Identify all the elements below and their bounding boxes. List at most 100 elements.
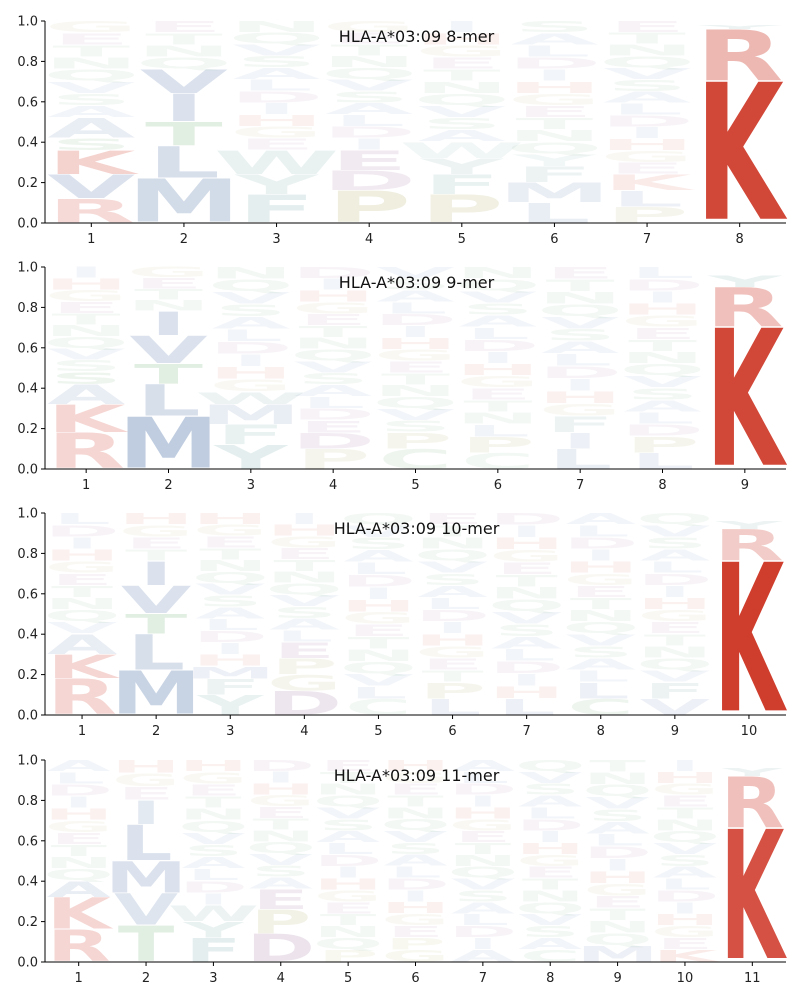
logo-filler-letter: N	[314, 781, 383, 798]
logo-letter-a: A	[47, 113, 135, 144]
logo-filler-letter: G	[600, 148, 693, 165]
logo-filler-letter: D	[209, 339, 293, 357]
logo-filler-letter: H	[246, 781, 315, 798]
logo-letter-r: R	[706, 277, 784, 339]
logo-filler-letter: H	[650, 769, 719, 786]
logo-filler-letter: S	[642, 534, 708, 552]
logo-filler-letter: Q	[537, 302, 623, 320]
logo-letter-l: L	[572, 679, 630, 704]
logo-letter-t: T	[125, 609, 187, 640]
logo-filler-letter: E	[496, 560, 558, 578]
logo-filler-letter: V	[316, 805, 380, 822]
logo-filler-letter: L	[383, 300, 447, 317]
logo-filler-letter: H	[44, 546, 120, 564]
logo-letter-w: W	[399, 138, 525, 163]
logo-filler-letter: A	[316, 829, 380, 846]
logo-filler-letter: L	[456, 769, 509, 786]
logo-filler-letter: D	[507, 55, 601, 73]
logo-filler-letter: S	[420, 571, 486, 589]
logo-filler-letter: A	[47, 103, 135, 121]
logo-filler-letter: A	[566, 510, 637, 528]
logo-filler-letter: L	[591, 832, 644, 850]
logo-filler-letter: G	[127, 264, 210, 280]
logo-filler-letter: E	[657, 793, 714, 810]
logo-filler-letter: V	[417, 559, 488, 577]
logo-filler-letter: N	[246, 828, 315, 845]
logo-filler-letter: T	[463, 398, 532, 416]
x-tick-label: 8	[658, 478, 666, 493]
logo-letter-p: P	[318, 947, 379, 966]
logo-filler-letter: H	[192, 652, 268, 669]
logo-filler-letter: E	[118, 784, 175, 804]
logo-filler-letter: I	[535, 829, 566, 846]
logo-filler-letter: T	[387, 793, 444, 810]
logo-filler-letter: G	[45, 18, 138, 36]
x-tick-label: 9	[613, 971, 621, 986]
logo-filler-letter: G	[209, 377, 292, 395]
x-tick-label: 9	[741, 478, 749, 493]
logo-filler-letter: T	[134, 287, 203, 303]
y-tick-label: 0.4	[17, 382, 38, 397]
logo-filler-letter: D	[583, 844, 652, 862]
logo-letter-p: P	[419, 679, 486, 704]
logo-filler-letter: A	[541, 339, 619, 357]
logo-filler-letter: A	[249, 875, 313, 892]
logo-panel-4: RKAQNTEGHIDLATVMLIEGHFYWIDLASVQNTEGHDPEA…	[17, 754, 787, 1000]
logo-filler-letter: Q	[620, 361, 706, 379]
logo-filler-letter: A	[294, 382, 372, 399]
logo-filler-letter: I	[670, 757, 701, 774]
logo-filler-letter: N	[381, 805, 450, 822]
logo-filler-letter: N	[456, 410, 541, 428]
logo-filler-letter: Q	[192, 569, 269, 586]
logo-letter-g: G	[267, 670, 342, 695]
logo-filler-letter: N	[456, 264, 541, 282]
logo-filler-letter: V	[212, 289, 290, 307]
logo-filler-letter: S	[544, 326, 617, 344]
logo-filler-letter: S	[568, 643, 634, 661]
logo-filler-letter: N	[314, 923, 383, 940]
logo-filler-letter: D	[229, 89, 323, 106]
logo-filler-letter: S	[655, 852, 715, 869]
logo-filler-letter: I	[479, 349, 517, 367]
logo-letter-e: E	[273, 638, 335, 663]
y-tick-label: 1.0	[17, 261, 38, 276]
logo-filler-letter: E	[570, 583, 632, 601]
logo-filler-letter: G	[637, 607, 712, 625]
y-tick-label: 0.6	[17, 95, 38, 110]
logo-filler-letter: T	[253, 816, 310, 833]
logo-filler-letter: E	[608, 18, 686, 35]
logo-filler-letter: V	[451, 876, 515, 893]
logo-filler-letter: V	[47, 346, 125, 363]
logo-filler-letter: H	[414, 631, 490, 649]
x-tick-label: 2	[164, 478, 172, 493]
logo-filler-letter: I	[670, 900, 701, 917]
logo-filler-letter: V	[491, 609, 562, 627]
y-tick-label: 0.4	[17, 875, 38, 890]
logo-filler-letter: A	[269, 616, 340, 633]
logo-filler-letter: N	[563, 607, 639, 625]
logo-letter-m: M	[105, 853, 187, 903]
x-tick-label: 9	[671, 724, 679, 739]
panel-title: HLA-A*03:09 9-mer	[339, 273, 495, 292]
logo-letter-y: Y	[715, 519, 784, 531]
logo-letter-i: I	[163, 86, 205, 130]
logo-filler-letter: T	[589, 906, 646, 924]
logo-filler-letter: E	[199, 534, 261, 551]
logo-filler-letter: N	[637, 643, 713, 661]
logo-letter-t: T	[145, 115, 223, 153]
logo-filler-letter: S	[214, 302, 287, 320]
logo-letter-f: F	[644, 679, 706, 704]
logo-filler-letter: I	[397, 323, 435, 340]
logo-letter-l: L	[466, 422, 530, 441]
logo-filler-letter: Q	[413, 91, 510, 109]
x-tick-label: 8	[546, 971, 554, 986]
logo-filler-letter: Q	[455, 276, 541, 294]
logo-filler-letter: L	[424, 595, 482, 613]
x-tick-label: 7	[576, 478, 584, 493]
logo-letter-f: F	[516, 162, 594, 187]
logo-letter-a: A	[47, 629, 118, 660]
